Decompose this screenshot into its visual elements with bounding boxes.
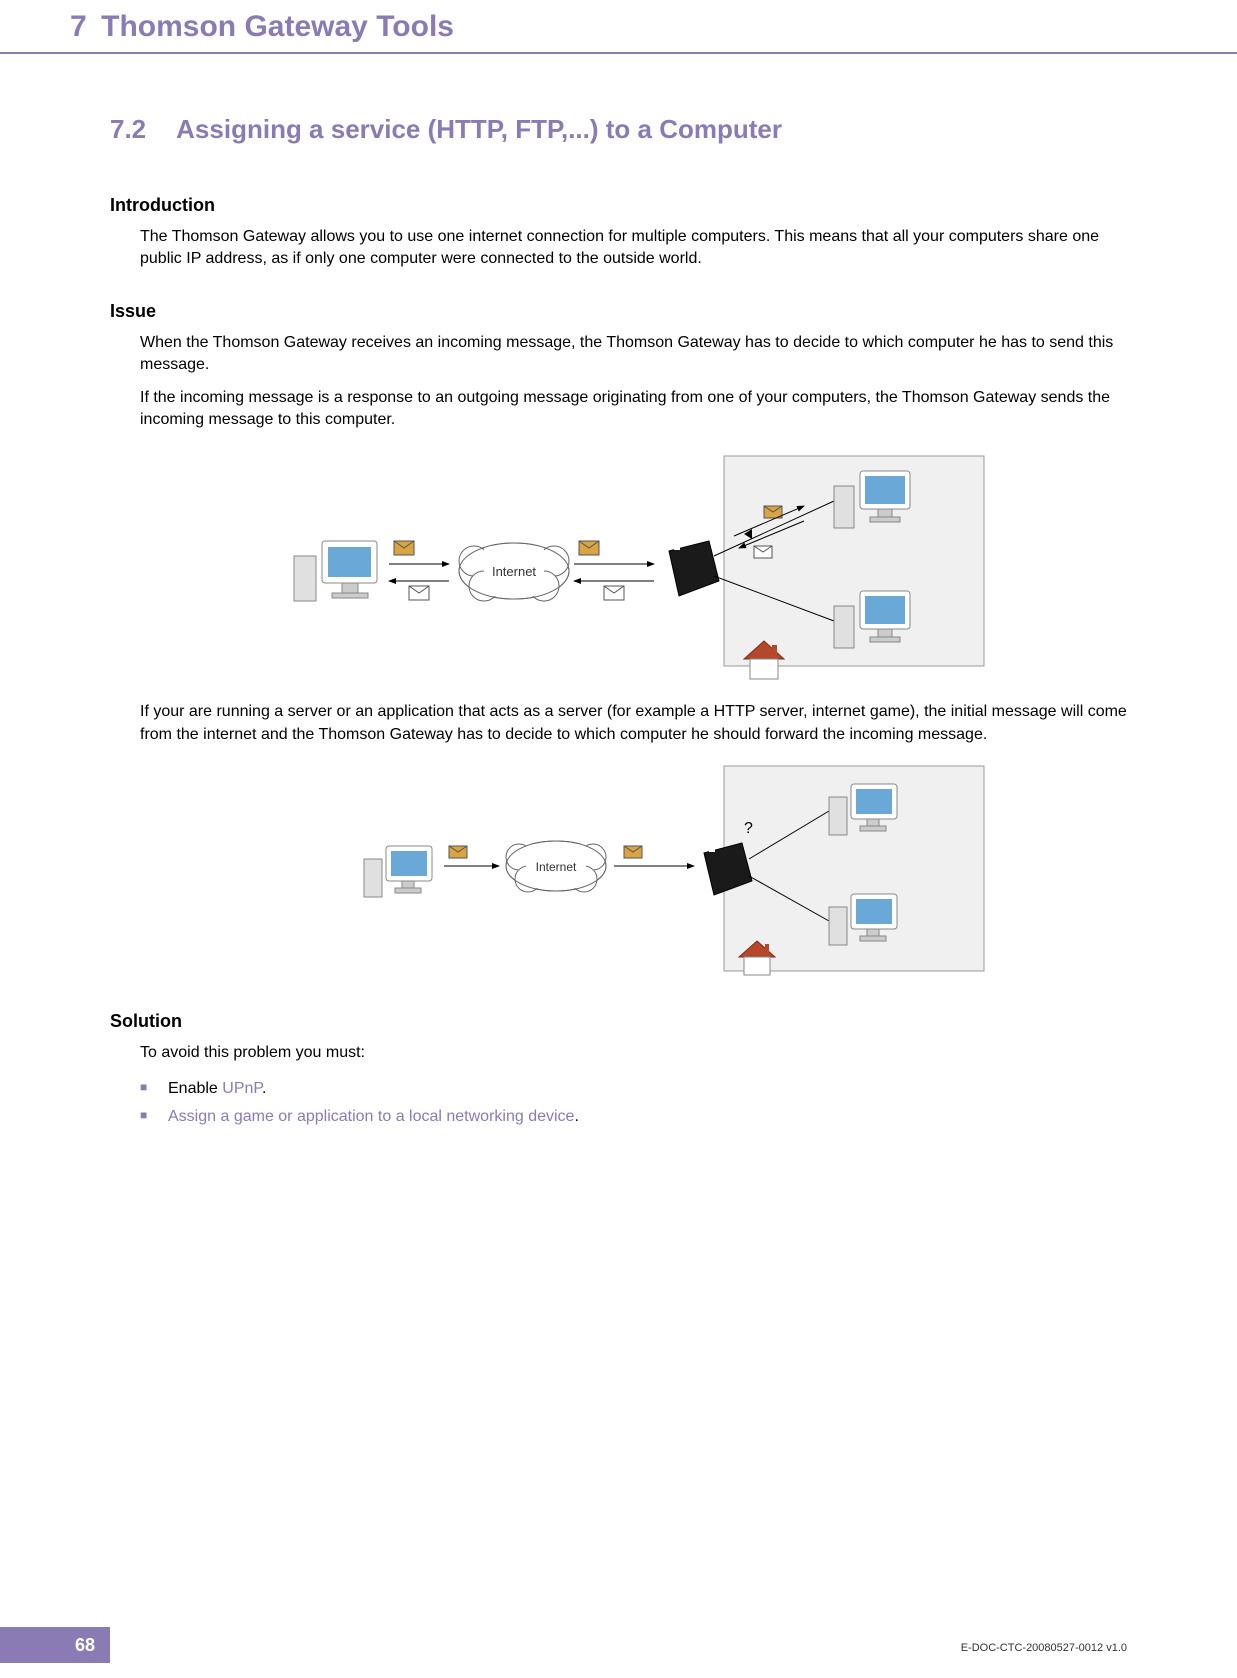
solution-heading: Solution	[110, 1011, 1127, 1032]
assign-link[interactable]: Assign a game or application to a local …	[168, 1108, 574, 1125]
content-area: 7.2 Assigning a service (HTTP, FTP,...) t…	[0, 54, 1237, 1132]
network-diagram-2: Internet ?	[274, 761, 994, 981]
internet-label-2: Internet	[535, 860, 576, 874]
intro-heading: Introduction	[110, 195, 1127, 216]
section-heading: 7.2 Assigning a service (HTTP, FTP,...) t…	[110, 114, 1127, 145]
solution-item-1-prefix: Enable	[168, 1080, 222, 1097]
diagram-response-flow: Internet	[140, 446, 1127, 686]
doc-id: E-DOC-CTC-20080527-0012 v1.0	[961, 1642, 1127, 1654]
issue-heading: Issue	[110, 301, 1127, 322]
upnp-link[interactable]: UPnP	[222, 1080, 262, 1097]
solution-intro: To avoid this problem you must:	[140, 1042, 1127, 1064]
question-mark-label: ?	[744, 820, 753, 837]
chapter-number: 7	[70, 10, 87, 44]
intro-text: The Thomson Gateway allows you to use on…	[140, 226, 1127, 271]
section-title: Assigning a service (HTTP, FTP,...) to a…	[176, 114, 782, 144]
page-header: 7 Thomson Gateway Tools	[0, 0, 1237, 54]
solution-list: Enable UPnP. Assign a game or applicatio…	[140, 1075, 1127, 1133]
page-footer: 68 E-DOC-CTC-20080527-0012 v1.0	[0, 1608, 1237, 1678]
network-diagram-1: Internet	[274, 446, 994, 686]
diagram-incoming-unknown: Internet ?	[140, 761, 1127, 981]
chapter-title: Thomson Gateway Tools	[101, 10, 454, 43]
issue-p1: When the Thomson Gateway receives an inc…	[140, 332, 1127, 377]
page-number-badge: 68	[0, 1627, 110, 1663]
internet-label: Internet	[491, 564, 535, 579]
solution-item-2-suffix: .	[574, 1108, 578, 1125]
solution-item-1: Enable UPnP.	[140, 1075, 1127, 1104]
issue-p2: If the incoming message is a response to…	[140, 387, 1127, 432]
solution-item-2: Assign a game or application to a local …	[140, 1103, 1127, 1132]
issue-p3: If your are running a server or an appli…	[140, 701, 1127, 746]
section-number: 7.2	[110, 114, 146, 144]
solution-item-1-suffix: .	[262, 1080, 266, 1097]
